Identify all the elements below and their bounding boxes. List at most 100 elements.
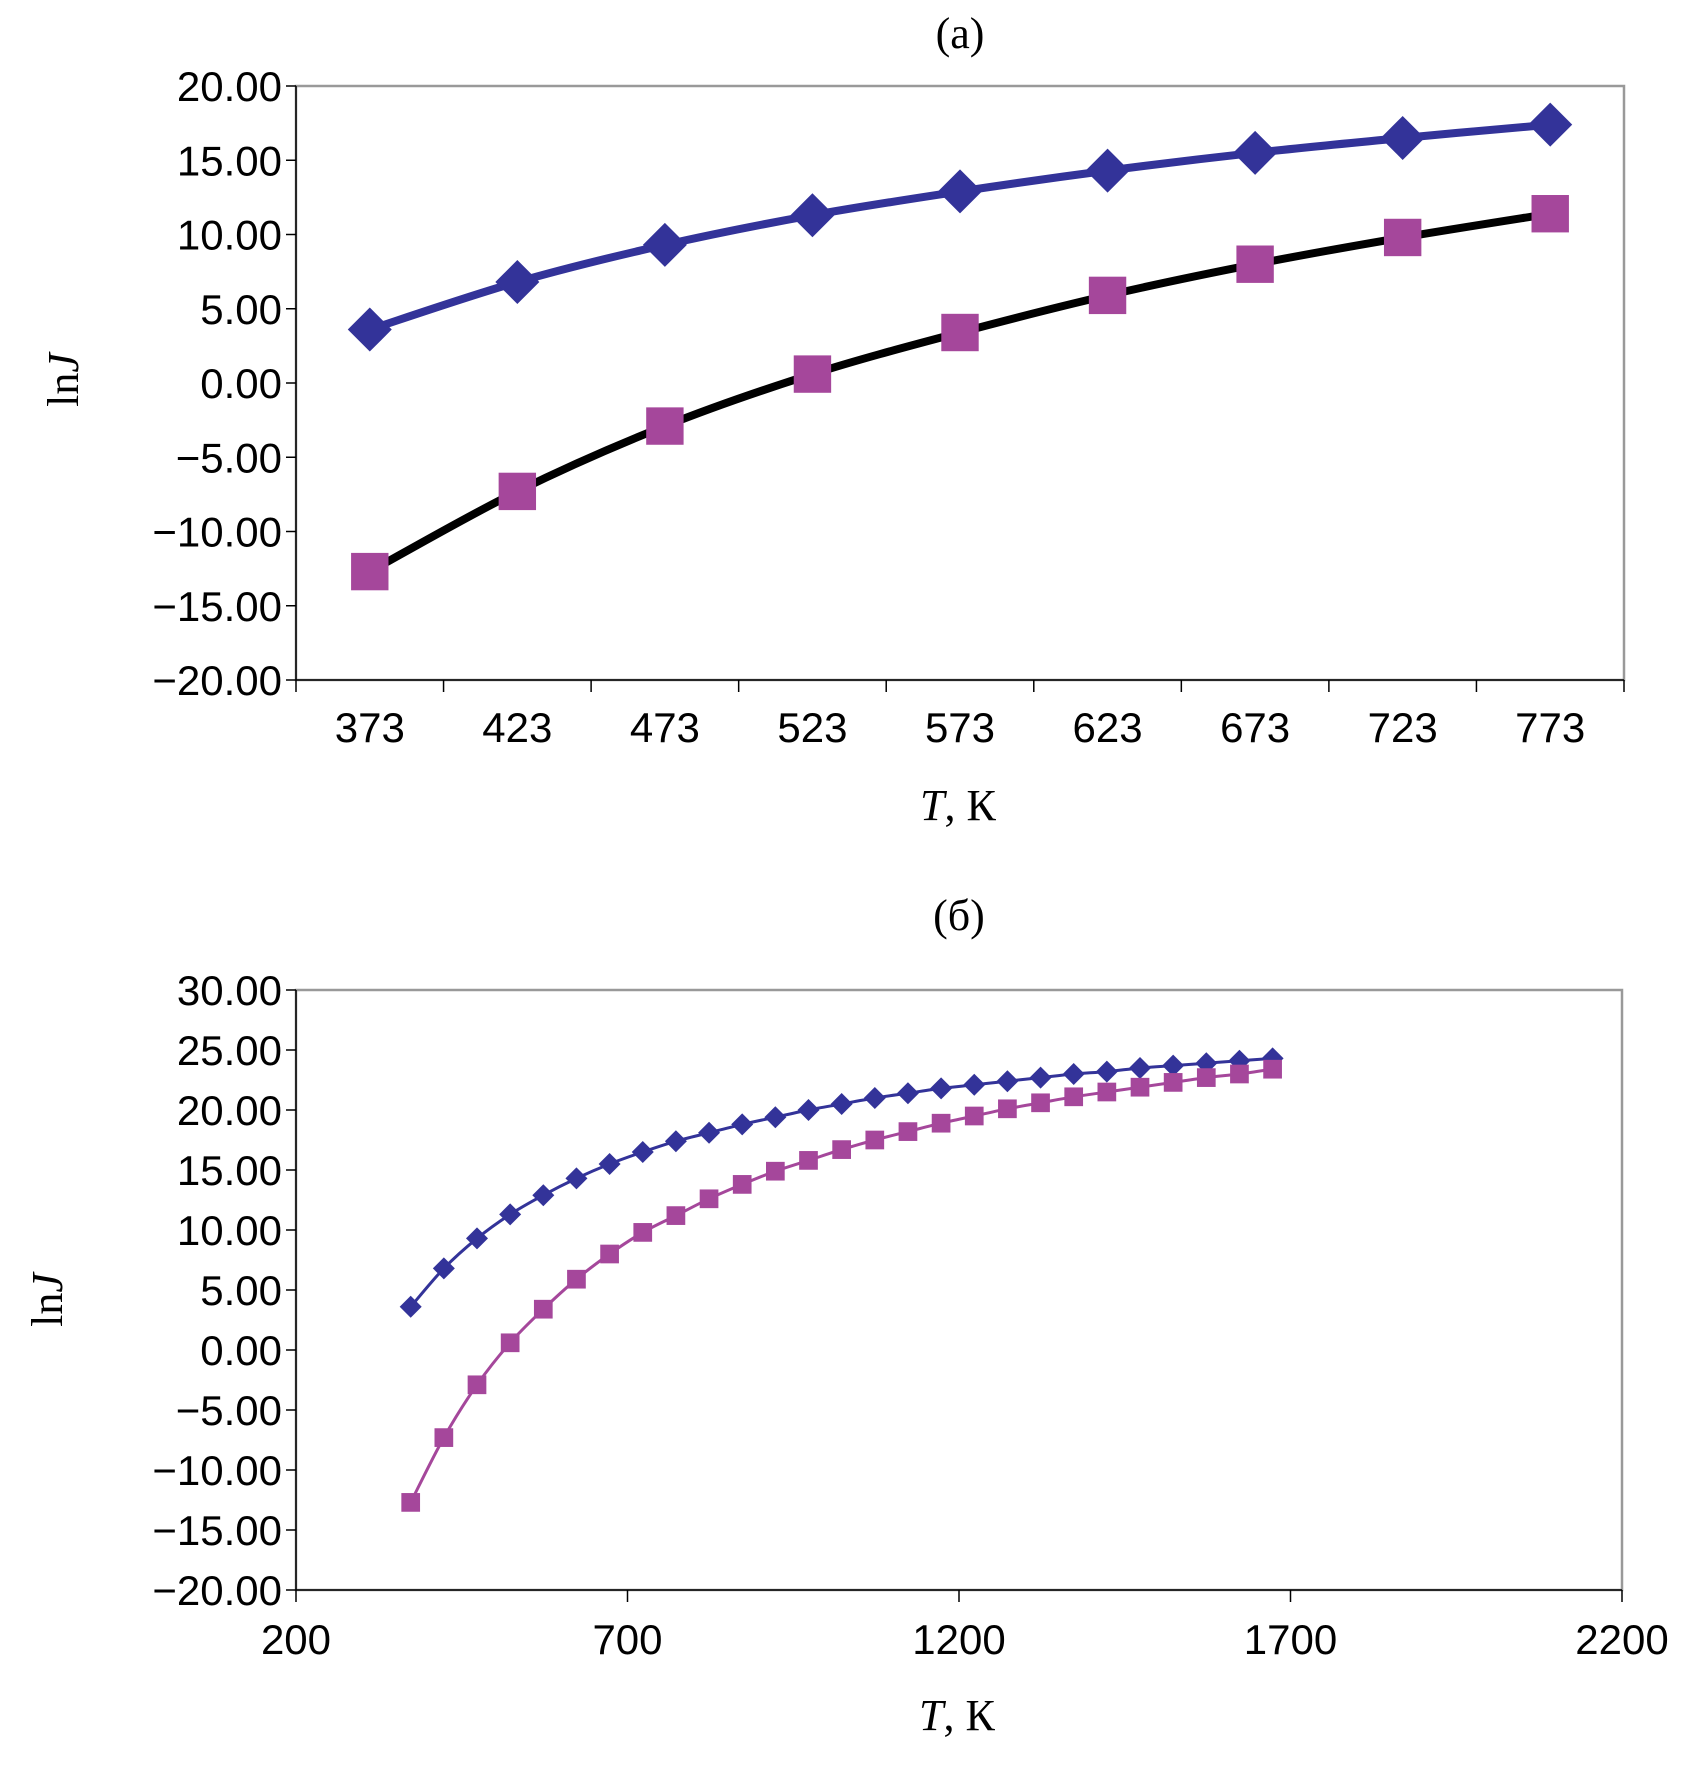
x-tick-label: 373 (335, 704, 405, 751)
x-tick-label: 723 (1368, 704, 1438, 751)
data-point-square (351, 552, 389, 591)
data-point-diamond (495, 260, 540, 305)
data-point-square (799, 1151, 818, 1170)
data-point-square (941, 313, 979, 352)
data-point-diamond (1029, 1066, 1052, 1089)
data-point-diamond (1380, 115, 1425, 160)
data-point-square (865, 1130, 885, 1150)
plot-area (294, 988, 1624, 1592)
data-point-square (998, 1099, 1017, 1119)
x-tick-label: 473 (630, 704, 700, 751)
x-tick-label: 1200 (912, 1616, 1005, 1663)
data-point-square (1230, 1064, 1249, 1084)
y-tick-label: −10.00 (152, 509, 282, 556)
data-point-square (699, 1189, 719, 1209)
data-point-diamond (930, 1077, 953, 1100)
data-point-square (1031, 1093, 1050, 1113)
data-point-square (832, 1140, 851, 1159)
data-point-diamond (830, 1093, 853, 1115)
data-point-square (732, 1175, 752, 1194)
y-axis-label-var: J (23, 1271, 72, 1293)
data-point-diamond (1233, 130, 1278, 175)
data-point-diamond (764, 1106, 787, 1129)
chart-panel-0: 20.00 15.00 10.00 5.00 0.00 −5.00 −10.00 −15.00… (39, 9, 1626, 830)
data-point-diamond (1528, 102, 1573, 147)
x-tick-label: 523 (777, 704, 847, 751)
y-tick-label: 10.00 (177, 212, 282, 259)
chart-title: (a) (936, 9, 985, 58)
data-point-diamond (1062, 1063, 1085, 1085)
x-tick-label: 2200 (1575, 1616, 1668, 1663)
series-line-series-2 (409, 1067, 1273, 1504)
data-point-square (533, 1299, 553, 1319)
data-point-diamond (631, 1141, 654, 1163)
data-point-square (1088, 276, 1127, 315)
y-tick-label: 15.00 (177, 137, 282, 184)
x-tick-label: 673 (1220, 704, 1290, 751)
data-point-diamond (642, 222, 687, 267)
data-point-diamond (565, 1167, 588, 1190)
data-point-diamond (896, 1082, 919, 1105)
data-point-square (467, 1375, 487, 1395)
data-point-diamond (797, 1099, 820, 1121)
y-tick-label: −15.00 (152, 583, 282, 630)
y-tick-label: −5.00 (176, 434, 282, 481)
data-point-square (646, 407, 684, 445)
data-point-square (401, 1493, 421, 1512)
data-point-diamond (1162, 1054, 1185, 1077)
y-tick-label: −5.00 (176, 1387, 282, 1434)
data-point-square (1163, 1073, 1183, 1092)
data-point-diamond (938, 169, 982, 214)
data-point-square (765, 1161, 785, 1181)
data-point-diamond (1128, 1057, 1151, 1079)
data-point-square (1130, 1077, 1150, 1097)
data-point-diamond (598, 1153, 621, 1175)
data-point-square (434, 1428, 454, 1447)
y-axis-label-ln: ln (23, 1293, 72, 1327)
x-axis-label-unit: , К (944, 781, 996, 830)
data-point-square (964, 1106, 984, 1126)
y-tick-label: 0.00 (200, 360, 282, 407)
x-axis-label-unit: , К (943, 1691, 995, 1740)
data-point-diamond (963, 1073, 986, 1096)
data-point-square (1097, 1082, 1117, 1102)
data-point-diamond (698, 1121, 721, 1144)
data-point-square (567, 1269, 586, 1289)
data-point-square (1236, 245, 1274, 283)
x-axis-label: T, К (919, 1691, 995, 1740)
x-tick-label: 200 (261, 1616, 331, 1663)
data-point-square (1263, 1059, 1282, 1079)
data-point-diamond (863, 1087, 886, 1109)
x-axis-label-var: T (919, 1691, 947, 1740)
data-point-square (498, 472, 537, 511)
data-point-square (1383, 218, 1422, 257)
y-tick-label: 0.00 (200, 1327, 282, 1374)
x-axis-label: T, К (920, 781, 996, 830)
x-axis-label-var: T (920, 781, 948, 830)
y-tick-label: −10.00 (152, 1447, 282, 1494)
data-point-square (666, 1206, 686, 1225)
y-tick-label: 10.00 (177, 1207, 282, 1254)
series-line-series-1 (368, 120, 1551, 334)
data-point-diamond (532, 1184, 555, 1207)
data-point-square (1531, 195, 1569, 233)
data-point-diamond (432, 1257, 455, 1280)
y-tick-label: −15.00 (152, 1507, 282, 1554)
x-tick-label: 623 (1073, 704, 1143, 751)
y-tick-label: 15.00 (177, 1147, 282, 1194)
data-point-square (1064, 1087, 1084, 1107)
y-axis-label: lnJ (39, 351, 88, 407)
x-tick-label: 573 (925, 704, 995, 751)
y-tick-label: −20.00 (152, 657, 282, 704)
data-point-diamond (499, 1203, 522, 1226)
y-axis-label: lnJ (23, 1271, 72, 1327)
data-point-diamond (465, 1227, 488, 1250)
x-tick-label: 423 (482, 704, 552, 751)
y-tick-label: 30.00 (177, 967, 282, 1014)
y-tick-label: 25.00 (177, 1027, 282, 1074)
y-tick-label: 20.00 (177, 63, 282, 110)
y-tick-label: 5.00 (200, 1267, 282, 1314)
series-line-series-2 (367, 209, 1551, 576)
x-tick-label: 1700 (1244, 1616, 1337, 1663)
